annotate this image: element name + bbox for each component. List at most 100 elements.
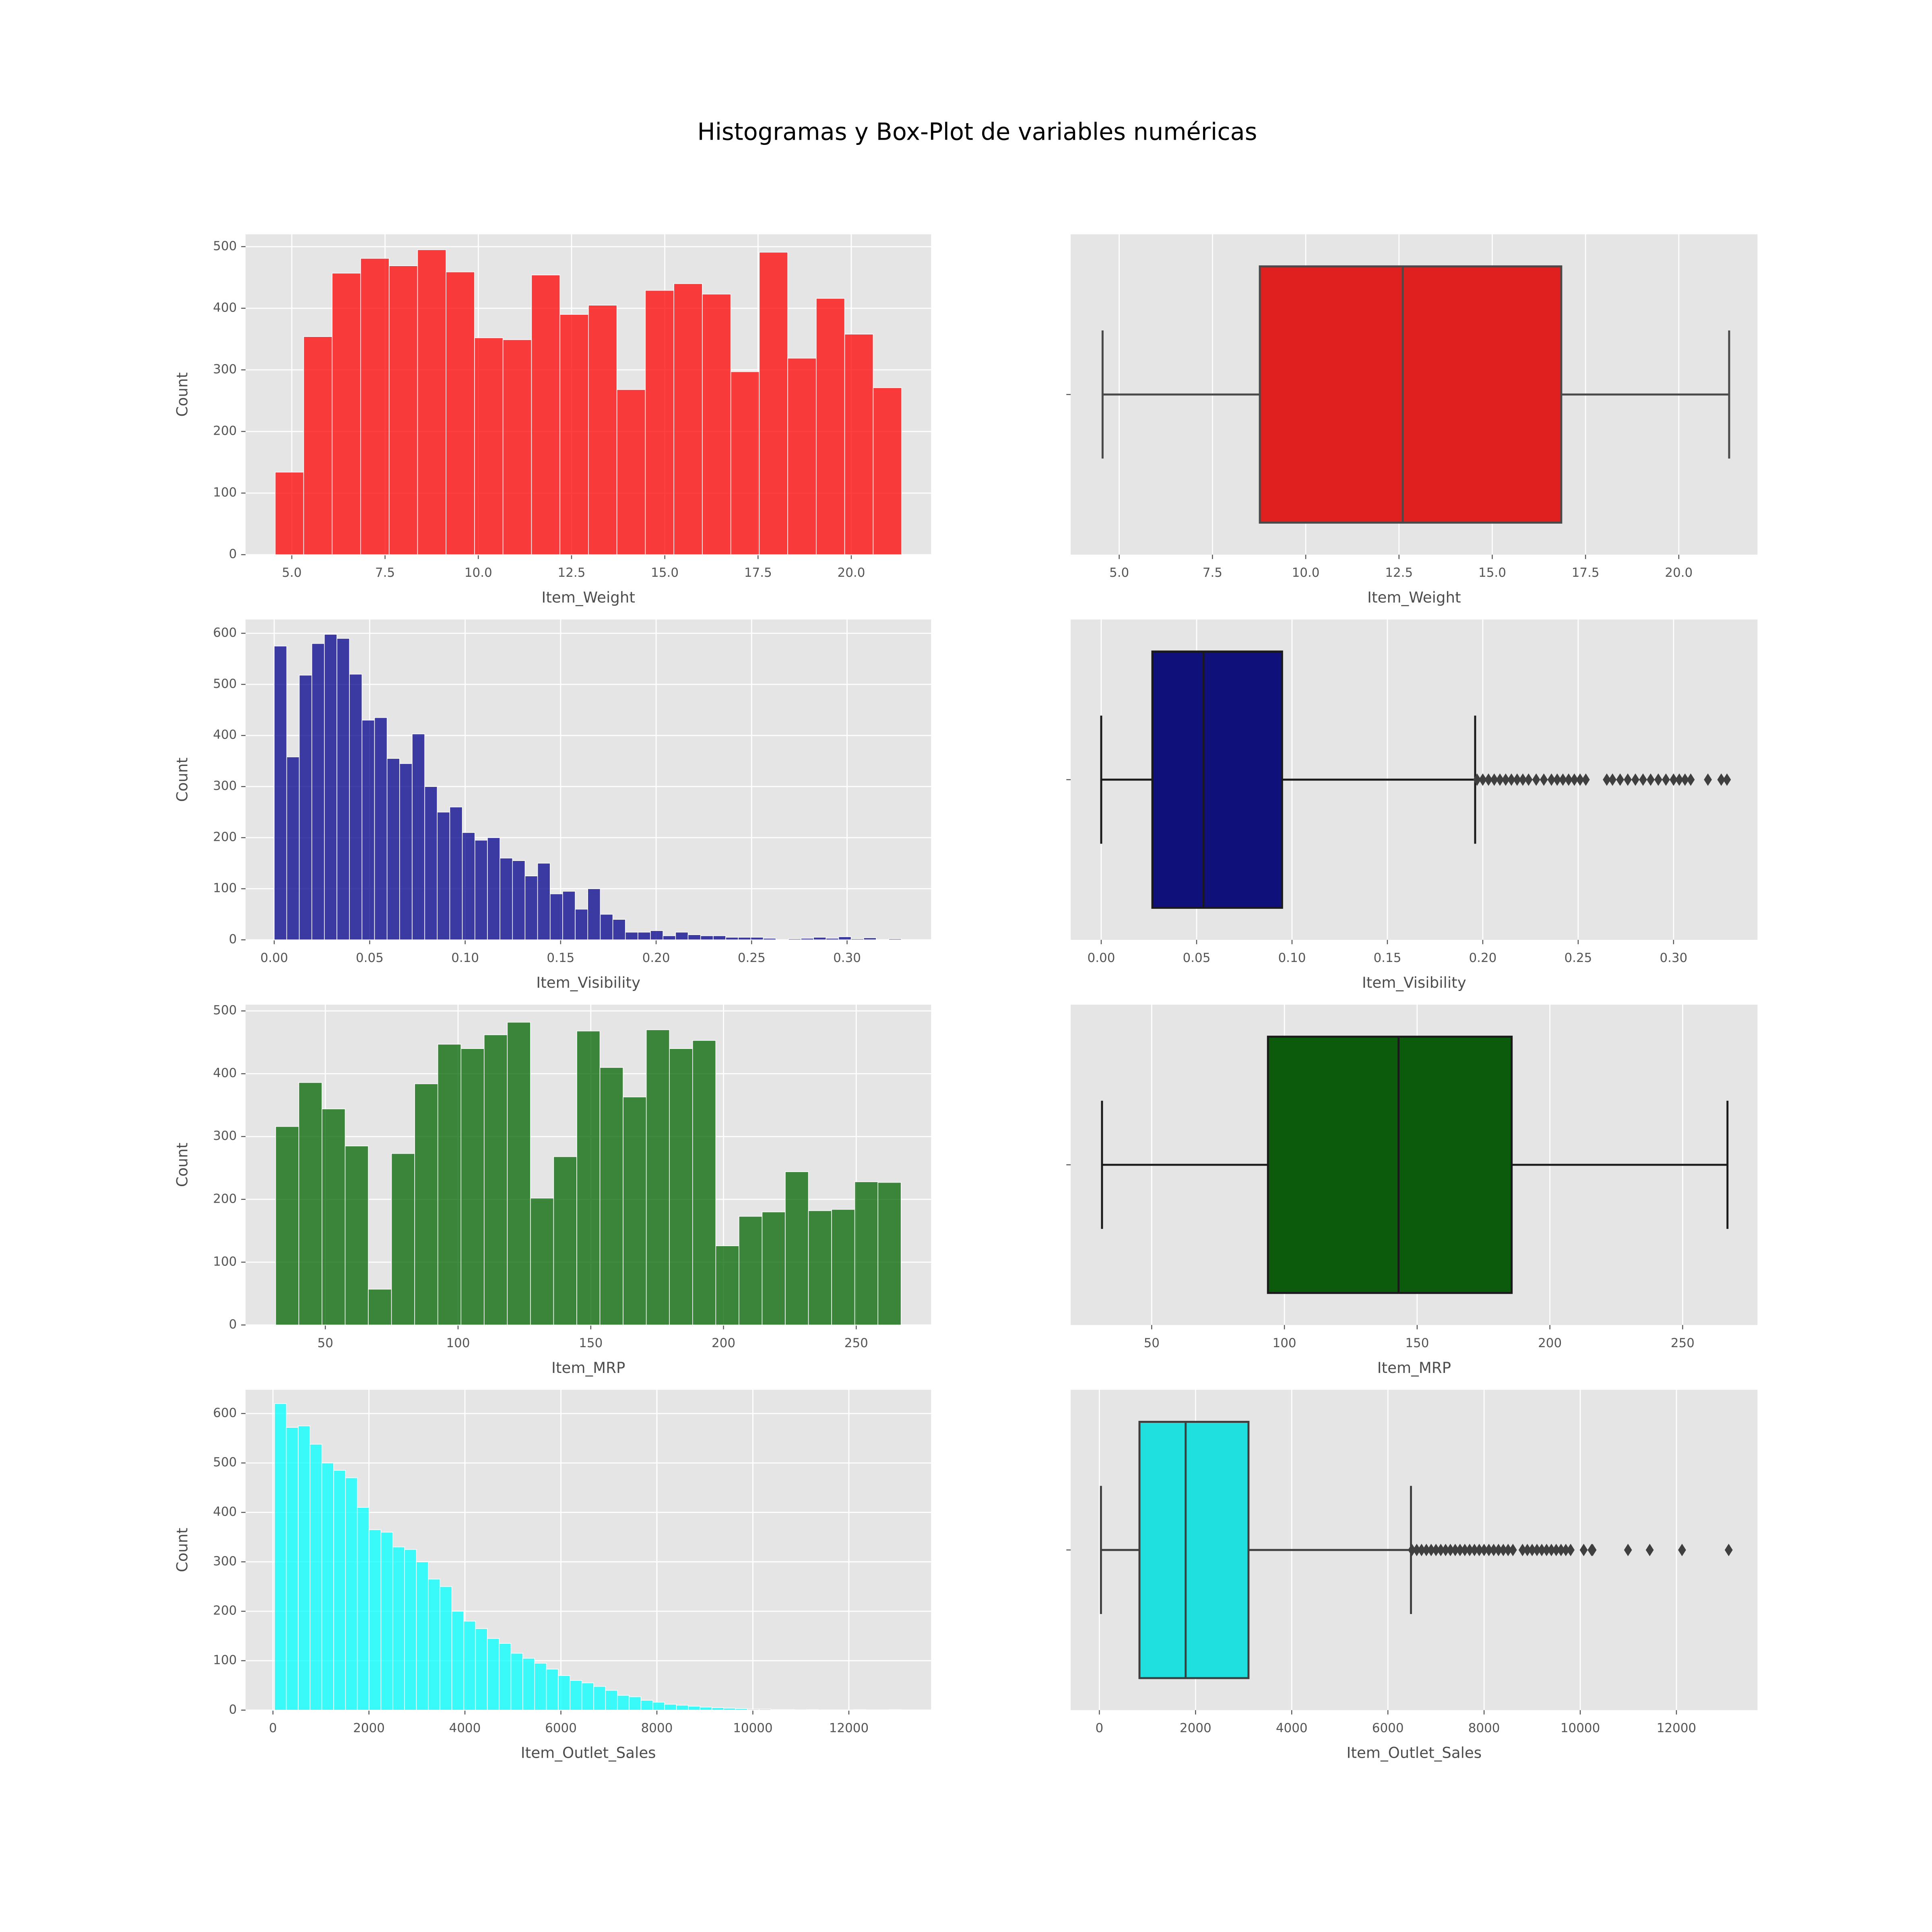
outlier (1417, 1544, 1426, 1556)
outlier (1432, 1544, 1440, 1556)
histogram-bar (522, 1658, 535, 1711)
histogram-bar (826, 938, 839, 940)
outlier (1532, 773, 1540, 786)
histogram-bar (321, 1462, 334, 1711)
histogram-bar (676, 1705, 689, 1711)
y-tick-label: 500 (213, 239, 237, 253)
histogram-bar (368, 1289, 392, 1325)
y-tick-label: 300 (213, 362, 237, 376)
outlier (1490, 1544, 1498, 1556)
y-tick-label: 400 (213, 300, 237, 315)
outlier (1704, 773, 1712, 786)
histogram-bar (380, 1532, 393, 1711)
outlier (1669, 773, 1678, 786)
histogram-bar (475, 840, 488, 940)
x-axis-label: Item_MRP (551, 1359, 625, 1377)
y-tick-label: 200 (213, 423, 237, 438)
outlier (1581, 773, 1590, 786)
outlier (1473, 773, 1481, 786)
x-axis-label: Item_MRP (1377, 1359, 1451, 1377)
y-tick-label: 0 (229, 547, 237, 561)
x-tick-label: 0.15 (547, 951, 574, 965)
outlier (1496, 773, 1504, 786)
x-tick-label: 50 (318, 1336, 333, 1350)
outlier (1576, 773, 1584, 786)
histogram-bar (424, 786, 438, 940)
histogram-bar (588, 305, 617, 555)
y-tick-label: 0 (229, 932, 237, 946)
y-tick-label: 500 (213, 1455, 237, 1470)
outlier (1485, 1544, 1493, 1556)
outlier (1528, 1544, 1536, 1556)
histogram-bar (414, 1083, 438, 1325)
histogram-bar (838, 936, 852, 940)
histogram-bar (546, 1669, 559, 1711)
x-tick-label: 0.30 (833, 951, 861, 965)
outlier (1570, 773, 1579, 786)
x-tick-label: 200 (1538, 1336, 1562, 1350)
histogram-bar (739, 1216, 763, 1325)
outlier (1524, 773, 1533, 786)
outlier (1518, 1544, 1527, 1556)
histogram-bar (298, 1082, 322, 1325)
y-tick-label: 300 (213, 779, 237, 793)
outlier (1422, 1544, 1430, 1556)
y-tick-label: 200 (213, 1604, 237, 1618)
x-tick-label: 150 (1405, 1336, 1429, 1350)
x-tick-label: 7.5 (375, 566, 395, 580)
outlier (1579, 1544, 1588, 1556)
histogram-bar (437, 1044, 462, 1325)
histogram-bar (673, 283, 703, 555)
histogram-bar (688, 1706, 701, 1711)
outlier (1678, 1544, 1686, 1556)
histogram-bar (863, 937, 877, 940)
x-tick-label: 7.5 (1203, 566, 1222, 580)
y-tick-label: 100 (213, 881, 237, 896)
x-tick-label: 0.10 (1278, 951, 1306, 965)
x-tick-label: 10000 (733, 1721, 772, 1736)
y-tick-label: 400 (213, 1505, 237, 1519)
y-tick-label: 0 (229, 1702, 237, 1717)
histogram-bar (463, 1620, 476, 1711)
x-tick-label: 0.25 (738, 951, 766, 965)
histogram-bar (440, 1586, 452, 1711)
outlier (1456, 1544, 1464, 1556)
histogram-bar (570, 1680, 582, 1711)
x-axis-label: Item_Outlet_Sales (521, 1744, 656, 1762)
histogram-bar (336, 638, 350, 940)
histogram-bar (723, 1708, 736, 1711)
histogram-bar (735, 1708, 748, 1711)
x-tick-label: 100 (446, 1336, 470, 1350)
histogram-bar (599, 1067, 623, 1325)
outlier (1470, 1544, 1479, 1556)
histogram-bar (675, 932, 689, 940)
histogram-bar (446, 271, 475, 555)
outlier (1507, 773, 1515, 786)
histogram-bar (873, 387, 902, 555)
outlier (1475, 1544, 1484, 1556)
histogram-bar (460, 1048, 485, 1325)
outlier (1519, 773, 1527, 786)
y-tick-label: 300 (213, 1554, 237, 1569)
x-tick-label: 2000 (353, 1721, 385, 1736)
y-tick-label: 100 (213, 485, 237, 500)
histogram-bar (507, 1022, 531, 1325)
histogram-bar (617, 1695, 630, 1711)
histogram-bar (652, 1702, 665, 1711)
x-tick-label: 12000 (829, 1721, 869, 1736)
y-tick-label: 200 (213, 830, 237, 844)
outlier (1624, 773, 1632, 786)
histogram-bar (575, 909, 588, 940)
y-tick-label: 300 (213, 1129, 237, 1143)
outlier (1408, 1544, 1416, 1556)
outlier (1499, 1544, 1507, 1556)
outlier (1616, 773, 1624, 786)
histogram-bar (692, 1040, 716, 1325)
outlier (1540, 773, 1548, 786)
histogram-bar (386, 758, 400, 940)
y-tick-label: 200 (213, 1191, 237, 1206)
histogram-bar (553, 1156, 577, 1325)
histogram-bar (664, 1704, 677, 1711)
x-tick-label: 5.0 (1109, 566, 1129, 580)
box (1259, 265, 1563, 524)
